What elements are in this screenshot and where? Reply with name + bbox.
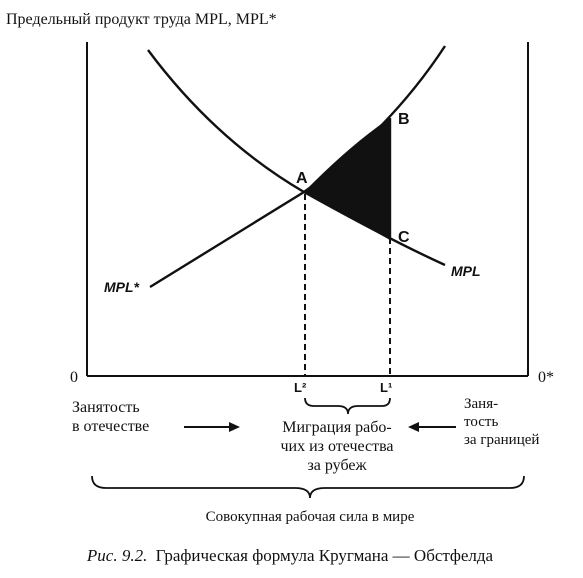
point-a-label: A — [296, 170, 308, 187]
migration-line2: чих из отечества — [280, 438, 393, 455]
origin-foreign: 0* — [538, 369, 554, 386]
migration-line3: за рубеж — [307, 457, 367, 474]
caption-prefix: Рис. 9.2. — [86, 546, 147, 565]
employment-abroad-line1: Заня- — [464, 396, 498, 412]
arrow-left-head — [408, 422, 419, 432]
mpl-star-curve — [149, 45, 447, 289]
migration-line1: Миграция рабо- — [282, 419, 392, 436]
employment-home-line2: в отечестве — [72, 418, 149, 435]
world-labor-brace — [91, 475, 525, 499]
point-b-label: B — [398, 111, 410, 128]
mpl-label: MPL — [451, 263, 481, 279]
employment-abroad-line2: тость — [464, 414, 498, 430]
world-labor-label: Совокупная рабочая сила в мире — [206, 509, 415, 525]
employment-abroad-line3: за границей — [464, 432, 539, 448]
migration-gain-area — [304, 118, 390, 240]
migration-brace — [304, 397, 391, 415]
caption-text: Графическая формула Кругмана — Обстфелда — [156, 546, 494, 565]
tick-l1: L¹ — [380, 380, 392, 395]
point-c-label: C — [398, 229, 410, 246]
figure-caption: Рис. 9.2. Графическая формула Кругмана —… — [86, 546, 494, 565]
origin-home: 0 — [70, 369, 78, 386]
tick-l2: L² — [294, 380, 307, 395]
arrow-right-head — [229, 422, 240, 432]
employment-home-line1: Занятость — [72, 399, 140, 416]
y-axis-title: Предельный продукт труда MPL, MPL* — [6, 11, 277, 28]
mpl-star-label: MPL* — [104, 279, 140, 295]
